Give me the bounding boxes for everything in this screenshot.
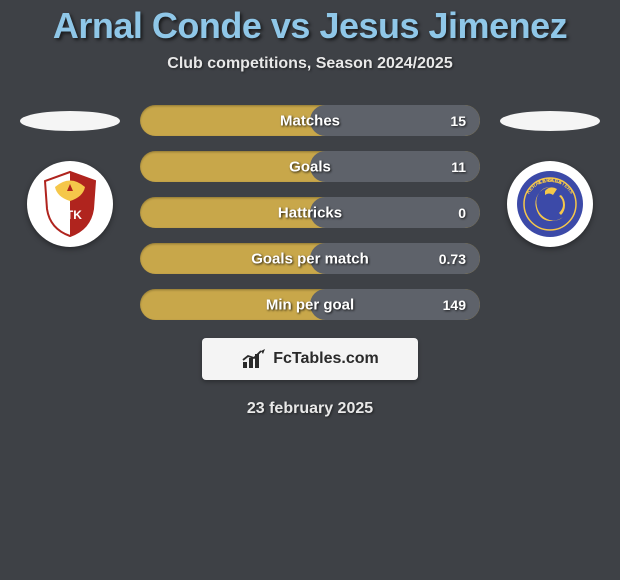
- stats-list: Matches 15 Goals 11 Hattricks 0 Goals per matc…: [140, 105, 480, 320]
- stat-right-value: 149: [443, 297, 466, 313]
- stat-label: Hattricks: [278, 204, 342, 221]
- stat-label: Goals: [289, 158, 331, 175]
- stat-label: Goals per match: [251, 250, 369, 267]
- kerala-blasters-badge-icon: KERALA KERALA BLASTERS: [515, 169, 585, 239]
- atk-badge-icon: ATK: [35, 169, 105, 239]
- stat-row: Goals 11: [140, 151, 480, 182]
- left-column: ATK: [20, 111, 120, 247]
- stat-row: Hattricks 0: [140, 197, 480, 228]
- stat-label: Min per goal: [266, 296, 354, 313]
- fctables-logo-icon: [241, 348, 267, 370]
- right-column: KERALA KERALA BLASTERS: [500, 111, 600, 247]
- brand-box[interactable]: FcTables.com: [202, 338, 418, 380]
- stat-right-value: 15: [450, 113, 466, 129]
- brand-text: FcTables.com: [273, 350, 379, 368]
- date-text: 23 february 2025: [0, 400, 620, 418]
- subtitle: Club competitions, Season 2024/2025: [0, 55, 620, 73]
- stat-row: Goals per match 0.73: [140, 243, 480, 274]
- left-player-silhouette: [20, 111, 120, 131]
- comparison-area: ATK Matches 15 Goals 11 Hattricks 0 Goals per …: [0, 111, 620, 320]
- stat-right-value: 11: [451, 159, 466, 175]
- page-title: Arnal Conde vs Jesus Jimenez: [0, 5, 620, 47]
- stat-label: Matches: [280, 112, 340, 129]
- stat-right-value: 0: [458, 205, 466, 221]
- stat-row: Min per goal 149: [140, 289, 480, 320]
- stat-right-value: 0.73: [439, 251, 466, 267]
- stat-row: Matches 15: [140, 105, 480, 136]
- svg-text:ATK: ATK: [58, 208, 82, 222]
- atk-badge: ATK: [27, 161, 113, 247]
- right-player-silhouette: [500, 111, 600, 131]
- kerala-blasters-badge: KERALA KERALA BLASTERS: [507, 161, 593, 247]
